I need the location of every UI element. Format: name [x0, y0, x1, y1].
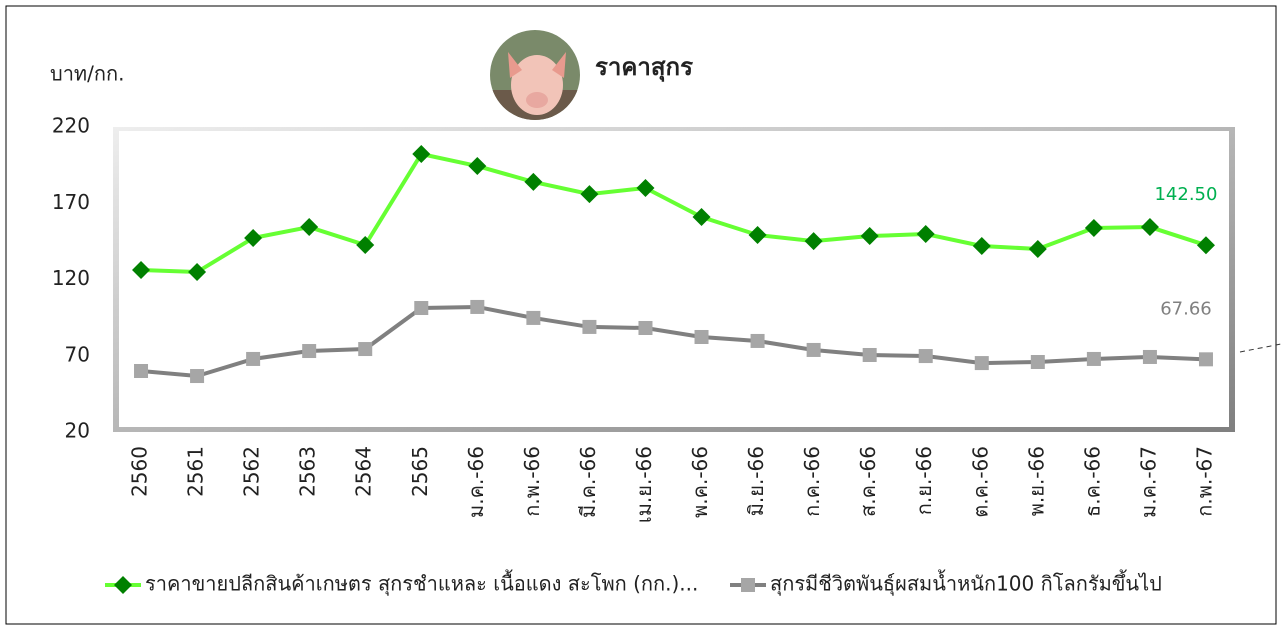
data-point — [524, 172, 543, 191]
x-tick-label: 2563 — [296, 446, 320, 497]
data-point — [470, 299, 485, 314]
data-point — [750, 333, 765, 348]
data-point — [1030, 355, 1045, 370]
data-point — [582, 319, 597, 334]
data-point — [580, 185, 599, 204]
data-point — [300, 218, 319, 237]
data-point — [692, 207, 711, 226]
x-tick-label: 2564 — [352, 446, 376, 497]
chart-title: ราคาสุกร — [595, 53, 693, 83]
data-point — [1086, 351, 1101, 366]
x-tick-label: ก.พ.-67 — [1192, 446, 1216, 517]
data-point — [638, 320, 653, 335]
data-point — [748, 225, 767, 244]
x-tick-label: 2561 — [184, 446, 208, 497]
legend-marker — [114, 576, 132, 594]
y-axis-label: บาท/กก. — [50, 62, 124, 86]
data-point — [414, 301, 429, 316]
data-label: 142.50 — [1154, 184, 1217, 205]
connector — [1239, 343, 1281, 353]
data-point — [860, 227, 879, 246]
data-point — [972, 236, 991, 255]
x-tick-label: ม.ค.-66 — [464, 446, 488, 518]
data-point — [1028, 240, 1047, 258]
data-point — [190, 369, 205, 384]
x-tick-label: เม.ย.-66 — [632, 446, 656, 523]
data-point — [916, 225, 935, 244]
x-tick-label: ต.ค.-66 — [968, 446, 992, 518]
data-point — [1198, 352, 1213, 367]
y-tick-label: 20 — [65, 419, 90, 443]
x-tick-label: 2560 — [128, 446, 152, 497]
x-tick-label: ธ.ค.-66 — [1080, 446, 1104, 517]
data-point — [804, 232, 823, 251]
data-point — [356, 236, 375, 255]
data-point — [862, 347, 877, 362]
data-point — [918, 349, 933, 364]
data-point — [526, 310, 541, 325]
x-tick-label: 2562 — [240, 446, 264, 497]
data-point — [974, 356, 989, 371]
x-tick-label: มี.ค.-66 — [576, 446, 600, 518]
data-point — [244, 229, 263, 248]
x-tick-label: ก.ค.-66 — [800, 446, 824, 517]
data-point — [134, 364, 149, 378]
data-label: 67.66 — [1160, 298, 1212, 319]
legend-label: ราคาขายปลีกสินค้าเกษตร สุกรชำแหละ เนื้อแ… — [145, 570, 698, 597]
x-tick-label: ก.ย.-66 — [912, 446, 936, 515]
data-point — [636, 179, 655, 197]
y-tick-label: 70 — [65, 342, 90, 366]
x-tick-label: ม.ค.-67 — [1136, 446, 1160, 518]
data-point — [302, 344, 317, 359]
data-point — [1084, 218, 1103, 237]
data-point — [468, 157, 487, 176]
plot-area — [119, 131, 1229, 427]
series-line — [140, 304, 1207, 379]
data-point — [358, 342, 373, 357]
data-point — [246, 351, 261, 366]
legend-label: สุกรมีชีวิตพันธุ์ผสมน้ำหนัก100 กิโลกรัมข… — [770, 570, 1162, 597]
pig-icon — [490, 30, 580, 120]
x-tick-label: มิ.ย.-66 — [744, 446, 768, 516]
frame — [5, 5, 1277, 625]
y-tick-label: 170 — [52, 190, 90, 214]
data-point — [806, 342, 821, 357]
data-point — [1142, 349, 1157, 364]
x-tick-label: พ.ค.-66 — [688, 446, 712, 518]
data-point — [1196, 236, 1215, 255]
series-line — [140, 151, 1207, 275]
x-tick-label: พ.ย.-66 — [1024, 446, 1048, 516]
x-tick-label: ส.ค.-66 — [856, 446, 880, 517]
x-tick-label: ก.พ.-66 — [520, 446, 544, 517]
y-tick-label: 220 — [52, 114, 90, 138]
data-point — [132, 261, 151, 280]
data-point — [188, 263, 207, 282]
data-point — [1140, 218, 1159, 237]
x-tick-label: 2565 — [408, 446, 432, 497]
data-point — [412, 144, 431, 163]
data-point — [694, 329, 709, 344]
y-tick-label: 120 — [52, 266, 90, 290]
legend-marker — [741, 578, 755, 592]
